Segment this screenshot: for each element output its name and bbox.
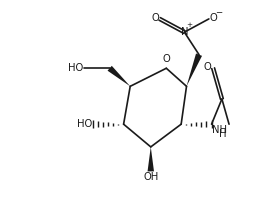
Text: HO: HO [77,119,92,129]
Polygon shape [148,147,154,171]
Text: N: N [181,27,188,37]
Polygon shape [186,53,202,86]
Text: O: O [209,13,217,23]
Text: −: − [216,8,223,17]
Text: HO: HO [68,63,83,73]
Text: NH: NH [213,125,227,135]
Text: O: O [151,13,159,23]
Text: +: + [187,22,193,28]
Text: O: O [162,54,170,64]
Text: O: O [203,62,211,72]
Polygon shape [107,66,130,86]
Text: H: H [219,129,227,139]
Text: OH: OH [143,172,158,182]
